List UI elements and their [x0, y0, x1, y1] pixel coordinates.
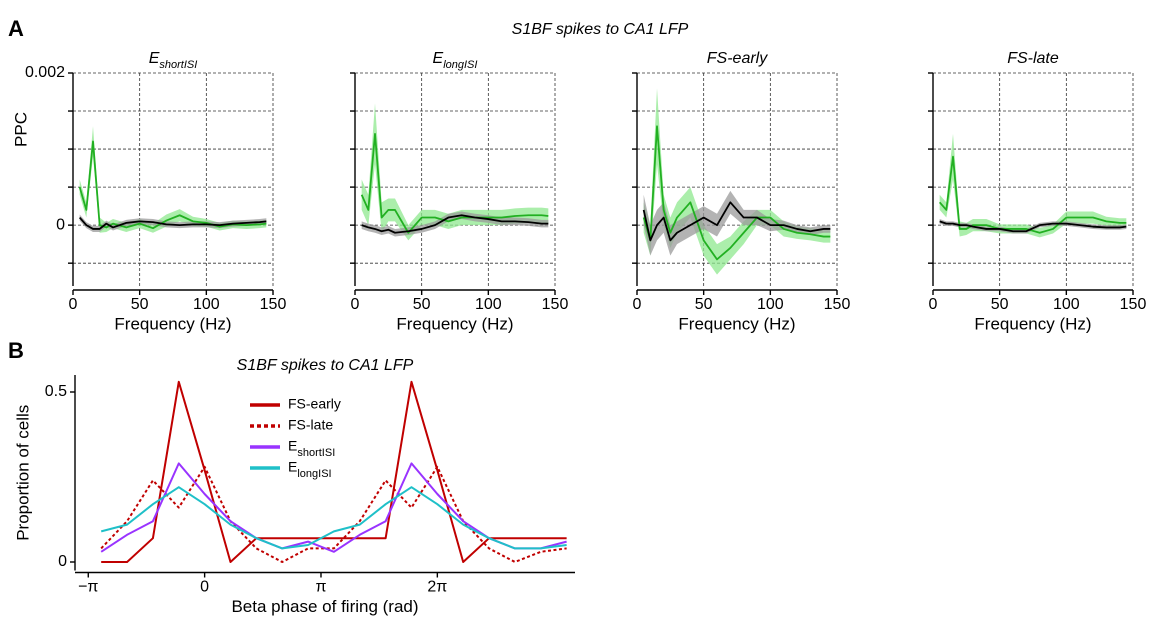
- panel-label: A: [8, 16, 24, 41]
- chart-title: S1BF spikes to CA1 LFP: [237, 357, 414, 374]
- x-tick-label: π: [315, 579, 326, 596]
- error-band: [79, 214, 267, 232]
- x-tick-label: −π: [78, 579, 98, 596]
- x-axis-label: Frequency (Hz): [396, 314, 513, 333]
- series-line: [100, 486, 567, 550]
- x-tick-label: 0: [200, 579, 209, 596]
- x-tick-label: 100: [193, 296, 220, 313]
- chart-title: ElongISI: [433, 50, 478, 71]
- chart-title-sub: shortISI: [159, 59, 197, 71]
- series-line: [642, 201, 831, 242]
- series-line: [360, 132, 549, 234]
- chart-title: FS-early: [707, 50, 768, 67]
- x-tick-label: 0: [633, 296, 642, 313]
- panel-title: S1BF spikes to CA1 LFP: [512, 21, 689, 38]
- x-axis-label: Beta phase of firing (rad): [231, 597, 418, 616]
- x-tick-label: 150: [260, 296, 287, 313]
- error-band: [79, 126, 267, 233]
- y-tick-label: 0.002: [25, 64, 65, 81]
- error-band: [939, 219, 1127, 234]
- x-tick-label: 150: [542, 296, 569, 313]
- chart-title-sub: longISI: [443, 59, 477, 71]
- x-tick-label: 50: [695, 296, 713, 313]
- panel-label: B: [8, 338, 24, 363]
- y-axis-label: PPC: [11, 112, 30, 147]
- x-tick-label: 0: [351, 296, 360, 313]
- x-tick-label: 50: [413, 296, 431, 313]
- error-band: [939, 133, 1127, 238]
- x-tick-label: 50: [991, 296, 1009, 313]
- x-tick-label: 0: [69, 296, 78, 313]
- y-tick-label: 0: [56, 216, 65, 233]
- legend-label: FS-early: [288, 396, 341, 412]
- series-line: [78, 216, 267, 230]
- chart-title: EshortISI: [149, 50, 198, 71]
- legend-label-sub: shortISI: [297, 447, 335, 459]
- series-line: [642, 125, 831, 261]
- x-tick-label: 50: [131, 296, 149, 313]
- y-tick-label: 0.5: [45, 383, 67, 400]
- series-line: [100, 465, 567, 563]
- x-tick-label: 150: [824, 296, 851, 313]
- series-line: [361, 214, 549, 234]
- chart-title: FS-late: [1007, 50, 1059, 67]
- x-tick-label: 100: [1053, 296, 1080, 313]
- legend-label: ElongISI: [288, 459, 332, 480]
- error-band: [643, 190, 831, 256]
- legend-label: EshortISI: [288, 438, 335, 459]
- x-tick-label: 100: [757, 296, 784, 313]
- series-line: [938, 155, 1127, 234]
- y-axis-label: Proportion of cells: [13, 405, 32, 541]
- x-tick-label: 0: [929, 296, 938, 313]
- series-line: [939, 220, 1127, 233]
- legend-label: FS-late: [288, 417, 333, 433]
- x-axis-label: Frequency (Hz): [974, 314, 1091, 333]
- x-axis-label: Frequency (Hz): [678, 314, 795, 333]
- legend-label-sub: longISI: [297, 468, 331, 480]
- x-tick-label: 100: [475, 296, 502, 313]
- y-tick-label: 0: [58, 553, 67, 570]
- x-axis-label: Frequency (Hz): [114, 314, 231, 333]
- x-tick-label: 2π: [427, 579, 447, 596]
- series-line: [78, 140, 267, 230]
- x-tick-label: 150: [1120, 296, 1147, 313]
